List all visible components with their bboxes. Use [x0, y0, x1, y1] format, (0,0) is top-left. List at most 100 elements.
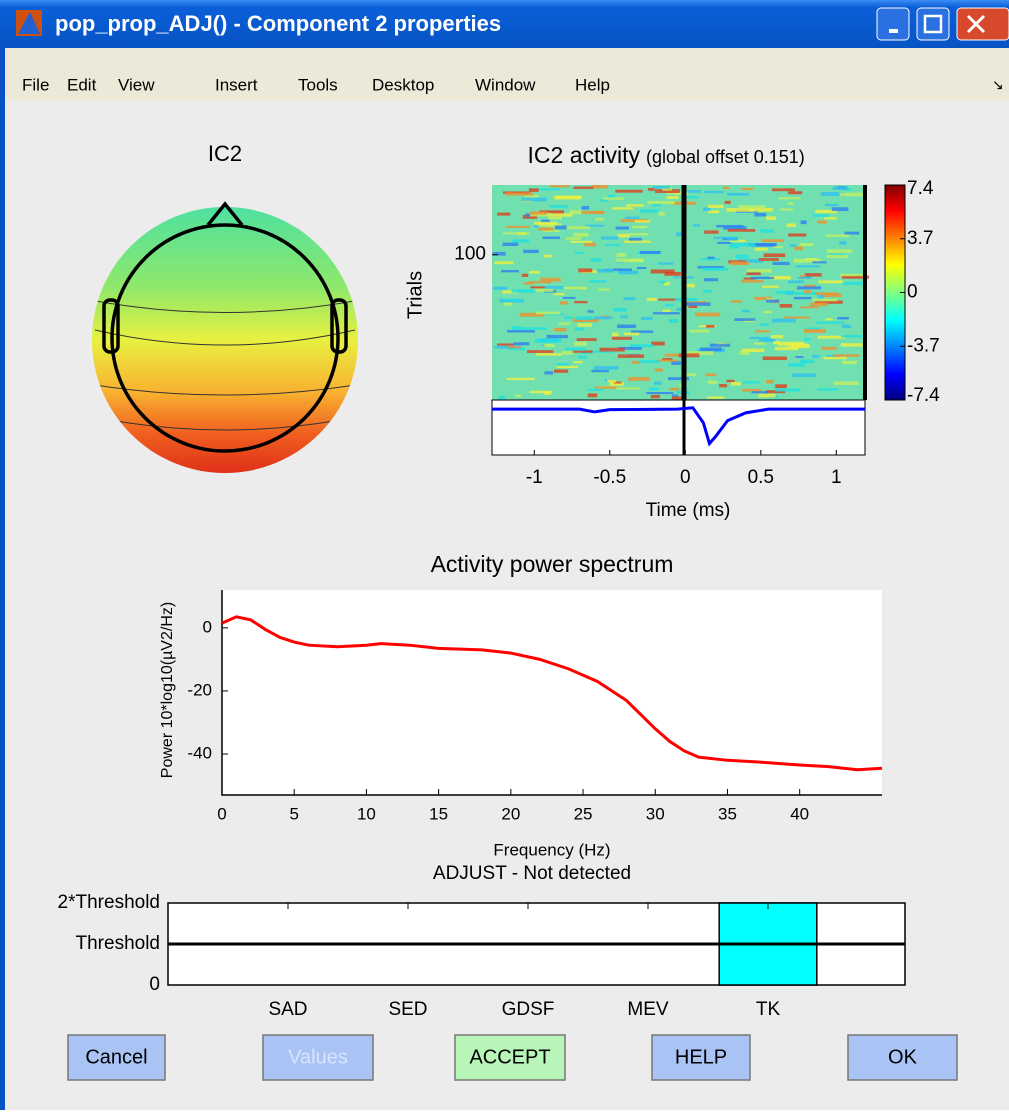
erp-image-texture [562, 350, 574, 355]
erp-image-texture [617, 354, 645, 358]
menu-item[interactable]: Edit [67, 75, 97, 94]
erp-image-texture [595, 386, 618, 389]
erp-image-texture [563, 316, 573, 320]
erp-image-texture [662, 309, 671, 312]
menu-item[interactable]: Window [475, 75, 536, 94]
menu-item[interactable]: View [118, 75, 155, 94]
menu-item[interactable]: File [22, 75, 49, 94]
button[interactable] [67, 1034, 166, 1081]
contour [94, 384, 356, 396]
button[interactable] [847, 1034, 958, 1081]
erp-image-texture [703, 289, 712, 293]
erp-image-texture [792, 373, 816, 377]
x-tick-label: TK [756, 999, 781, 1020]
erp-image-texture [577, 323, 593, 327]
button-label[interactable]: ACCEPT [469, 1046, 550, 1068]
erp-image-texture [638, 360, 660, 364]
erp-image-texture [804, 273, 822, 277]
erp-image-texture [754, 342, 765, 345]
erp-image-texture [772, 188, 795, 192]
erp-image-texture [628, 377, 650, 381]
erp-image-texture [616, 387, 641, 390]
erp-image-texture [590, 258, 602, 262]
erp-image-texture [578, 355, 587, 359]
erp-image-texture [803, 290, 811, 294]
button-label[interactable]: Cancel [85, 1046, 147, 1068]
minimize-button[interactable] [876, 7, 910, 41]
erp-image-texture [668, 319, 679, 323]
x-tick-label: 0 [680, 467, 691, 488]
erp-image-texture [569, 210, 582, 215]
erp-image-texture [822, 293, 842, 298]
erp-image-texture [492, 251, 506, 256]
erp-image-texture [786, 223, 797, 228]
erp-image-texture [825, 318, 833, 321]
dock-arrow[interactable]: ↘ [992, 77, 1004, 93]
erp-image-texture [742, 348, 765, 353]
erp-image-texture [548, 216, 562, 220]
button-label[interactable]: OK [888, 1046, 918, 1068]
button[interactable] [651, 1034, 751, 1081]
x-axis-label: Time (ms) [646, 500, 731, 521]
erp-image-texture [554, 225, 568, 230]
erp-image-texture [824, 203, 839, 207]
buttons: Cancel Values ACCEPT HELP OK [67, 1034, 958, 1081]
erp-image-texture [648, 387, 659, 391]
erp-image-texture [707, 380, 718, 384]
erp-image-texture [553, 369, 569, 373]
erp-image-texture [821, 346, 837, 350]
menu-item[interactable]: Help [575, 75, 610, 94]
erp-image-texture [617, 233, 631, 238]
button-label[interactable]: HELP [675, 1046, 727, 1068]
x-tick-label: 1 [831, 467, 842, 488]
menu: File Edit View Insert Tools Desktop Window Help [22, 75, 610, 94]
y-tick-label: -40 [187, 743, 212, 762]
erp-image-texture [502, 290, 518, 294]
erp-image-texture [759, 338, 774, 342]
erp-image-texture [493, 286, 508, 290]
erp-image-texture [723, 186, 730, 190]
erp-image-texture [592, 350, 613, 353]
erp-image-texture [734, 318, 756, 321]
erp-image-texture [794, 246, 803, 251]
erp-image-texture [601, 236, 619, 240]
menu-item[interactable]: Insert [215, 75, 258, 94]
erp-image-texture [769, 275, 791, 280]
erp-image-texture [737, 259, 764, 263]
erp-image-texture [788, 191, 803, 195]
erp-image-texture [788, 363, 805, 367]
erp-image-texture [688, 305, 698, 309]
erp-image-texture [600, 198, 609, 202]
x-tick-label: 30 [646, 804, 665, 823]
erp-image-texture [831, 207, 849, 212]
colorbar-tick-label: 3.7 [907, 228, 933, 249]
erp-image-texture [655, 189, 680, 194]
erp-image-texture [589, 280, 607, 283]
erp-image-texture [502, 242, 519, 246]
menu-item[interactable]: Tools [298, 75, 338, 94]
y-tick-label: 100 [454, 244, 486, 265]
x-tick-label: 25 [574, 804, 593, 823]
maximize-button[interactable] [916, 7, 950, 41]
minimize-glyph [889, 29, 898, 33]
ear [330, 298, 348, 354]
erp-image-texture [664, 271, 681, 276]
erp-image-texture [799, 359, 815, 364]
erp-image-texture [777, 341, 804, 346]
menu-item[interactable]: Desktop [372, 75, 434, 94]
erp-image-texture [553, 293, 565, 296]
erp-image-texture [534, 221, 558, 225]
erp-image-texture [630, 344, 654, 348]
colorbar-tick-label: 0 [907, 282, 918, 303]
erp-image-texture [607, 379, 617, 383]
erp-image-texture [832, 354, 860, 357]
erp-image-texture [614, 381, 622, 384]
erp-image-texture [668, 377, 690, 381]
erp-image-texture [695, 312, 721, 317]
erp-image-texture [738, 205, 766, 210]
erp-image-texture [666, 196, 679, 200]
button[interactable] [454, 1034, 566, 1081]
close-button[interactable] [956, 7, 1009, 41]
erp-image-texture [671, 361, 681, 365]
erp-image-texture [817, 388, 839, 391]
